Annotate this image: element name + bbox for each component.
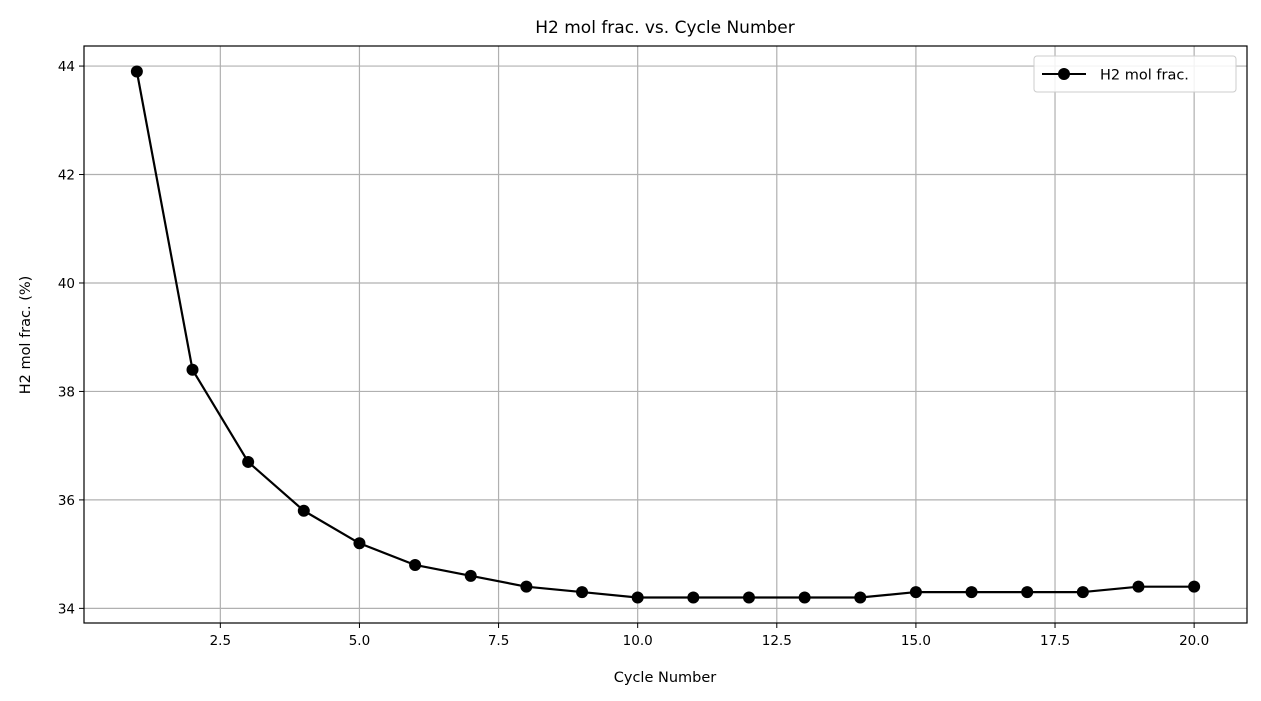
series-line — [135, 71, 1195, 599]
data-point — [687, 591, 700, 604]
data-point — [1132, 580, 1145, 593]
data-point — [798, 591, 811, 604]
grid-lines — [84, 46, 1247, 623]
data-point — [576, 586, 589, 599]
data-point — [742, 591, 755, 604]
legend-marker-sample — [1058, 68, 1070, 80]
legend-box — [1033, 55, 1237, 93]
x-tick-label: 15.0 — [901, 633, 931, 649]
data-point — [520, 580, 533, 593]
data-point — [409, 558, 422, 571]
data-point — [909, 586, 922, 599]
data-point — [186, 363, 199, 376]
y-tick-label: 42 — [58, 168, 75, 184]
data-point — [242, 455, 255, 468]
y-axis: 34 36 38 40 42 44 — [58, 59, 84, 617]
data-point — [353, 537, 366, 550]
data-point — [297, 504, 310, 517]
data-point — [1021, 586, 1034, 599]
data-point — [854, 591, 867, 604]
x-tick-label: 12.5 — [762, 633, 792, 649]
y-tick-label: 36 — [58, 493, 75, 509]
series-layer — [130, 65, 1201, 604]
data-point — [1188, 580, 1201, 593]
plot-frame — [83, 45, 1248, 624]
x-axis-label: Cycle Number — [614, 670, 717, 686]
x-tick-label: 17.5 — [1040, 633, 1070, 649]
data-point — [965, 586, 978, 599]
y-tick-label: 40 — [58, 276, 75, 292]
y-tick-label: 34 — [58, 601, 75, 617]
y-tick-label: 44 — [58, 59, 75, 75]
x-tick-label: 20.0 — [1179, 633, 1209, 649]
x-tick-label: 10.0 — [623, 633, 653, 649]
data-point — [631, 591, 644, 604]
data-point — [464, 569, 477, 582]
y-axis-label: H2 mol frac. (%) — [18, 276, 34, 395]
x-tick-label: 5.0 — [349, 633, 370, 649]
x-axis: 2.5 5.0 7.5 10.0 12.5 15.0 17.5 20.0 — [210, 623, 1209, 649]
chart-title: H2 mol frac. vs. Cycle Number — [535, 18, 795, 38]
x-tick-label: 7.5 — [488, 633, 509, 649]
legend-label: H2 mol frac. — [1100, 68, 1189, 84]
x-tick-label: 2.5 — [210, 633, 231, 649]
y-tick-label: 38 — [58, 384, 75, 400]
data-point — [1076, 586, 1089, 599]
legend: H2 mol frac. — [1033, 55, 1237, 93]
data-point — [130, 65, 143, 78]
